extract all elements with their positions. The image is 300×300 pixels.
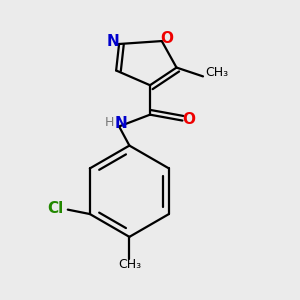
Text: H: H [105, 116, 114, 129]
Text: CH₃: CH₃ [206, 66, 229, 80]
Text: N: N [115, 116, 127, 131]
Text: O: O [182, 112, 195, 127]
Text: N: N [106, 34, 119, 49]
Text: O: O [160, 31, 174, 46]
Text: Cl: Cl [47, 201, 64, 216]
Text: CH₃: CH₃ [118, 258, 141, 271]
